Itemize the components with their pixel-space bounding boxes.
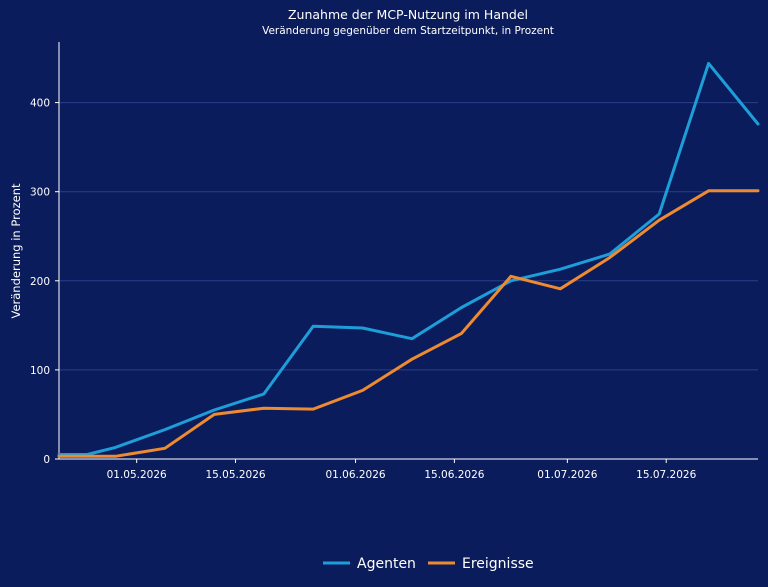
x-tick-label: 15.07.2026 [636, 469, 696, 481]
x-tick-label: 01.06.2026 [325, 469, 385, 481]
series-line-ereignisse [57, 189, 760, 458]
y-tick-label: 200 [30, 276, 50, 288]
x-tick-label: 01.07.2026 [537, 469, 597, 481]
legend-label-ereignisse: Ereignisse [462, 556, 534, 572]
y-tick-label: 100 [30, 365, 50, 377]
x-tick-label: 01.05.2026 [107, 469, 167, 481]
grid-lines [59, 102, 758, 371]
legend: Agenten Ereignisse [323, 556, 534, 572]
y-tick-label: 300 [30, 187, 50, 199]
series-line-agenten [57, 61, 760, 456]
x-axis-ticks: 01.05.2026 15.05.2026 01.06.2026 15.06.2026… [107, 459, 697, 481]
x-tick-label: 15.05.2026 [205, 469, 265, 481]
y-axis-label: Veränderung in Prozent [9, 183, 23, 319]
series-lines [57, 61, 760, 458]
x-tick-label: 15.06.2026 [424, 469, 484, 481]
legend-label-agenten: Agenten [357, 556, 416, 572]
chart-title: Zunahme der MCP-Nutzung im Handel [288, 7, 528, 22]
y-tick-label: 0 [43, 454, 50, 466]
chart-subtitle: Veränderung gegenüber dem Startzeitpunkt… [262, 25, 554, 37]
y-axis-ticks: 0 100 200 300 400 [30, 98, 59, 466]
y-tick-label: 400 [30, 98, 50, 110]
